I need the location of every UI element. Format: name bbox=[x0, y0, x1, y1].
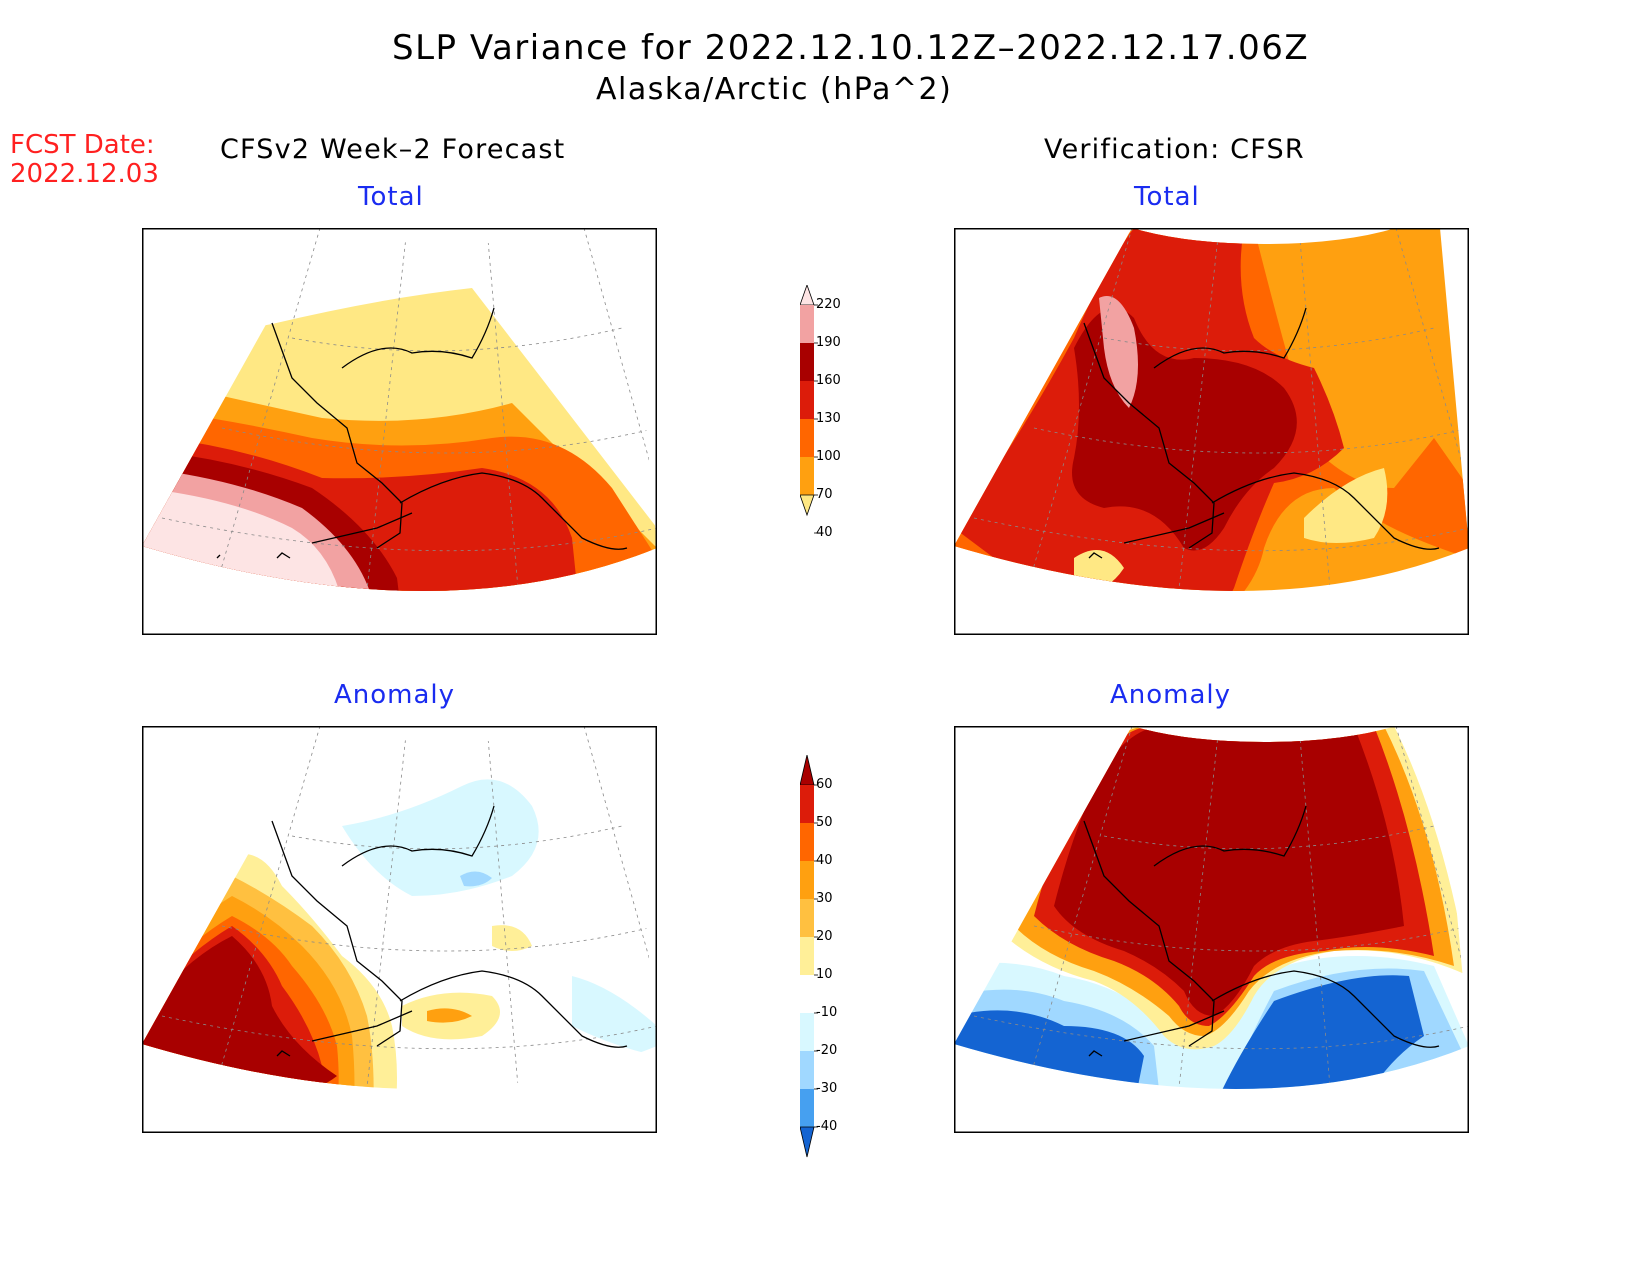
total-colorbar: 220 190 160 130 100 70 40 bbox=[790, 285, 860, 610]
total-colorbar-label: 100 bbox=[816, 449, 841, 464]
forecast-anomaly-coastline bbox=[271, 805, 628, 1057]
total-colorbar-label: 130 bbox=[816, 411, 841, 426]
forecast-anomaly-band-30-b bbox=[427, 1008, 472, 1023]
total-colorbar-label: 40 bbox=[816, 525, 833, 540]
anomaly-colorbar-label: -10 bbox=[816, 1005, 838, 1020]
anomaly-colorbar-swatch bbox=[800, 1051, 814, 1089]
anomaly-colorbar-label: 60 bbox=[816, 777, 833, 792]
anomaly-colorbar-label: -30 bbox=[816, 1081, 838, 1096]
anomaly-colorbar-swatch bbox=[800, 785, 814, 823]
anomaly-colorbar-label: 10 bbox=[816, 967, 833, 982]
forecast-anomaly-heading: Anomaly bbox=[334, 680, 456, 710]
anomaly-colorbar-swatch bbox=[800, 861, 814, 899]
verification-anomaly-band-60 bbox=[1054, 726, 1404, 1016]
forecast-date-label: FCST Date: bbox=[10, 130, 155, 160]
total-colorbar-label: 160 bbox=[816, 373, 841, 388]
anomaly-colorbar-swatch bbox=[800, 899, 814, 937]
forecast-total-coastline bbox=[216, 307, 628, 559]
total-colorbar-swatch bbox=[800, 457, 814, 495]
verification-total-band-190 bbox=[1099, 296, 1138, 408]
verification-column-heading: Verification: CFSR bbox=[1044, 134, 1305, 165]
verification-anomaly-graticule bbox=[973, 726, 1469, 1090]
anomaly-colorbar-bottom-extension bbox=[800, 1126, 815, 1158]
forecast-date-value: 2022.12.03 bbox=[10, 159, 159, 189]
anomaly-colorbar-label: 50 bbox=[816, 815, 833, 830]
verification-total-map bbox=[954, 228, 1469, 635]
verification-anomaly-map bbox=[954, 726, 1469, 1133]
total-colorbar-swatch bbox=[800, 305, 814, 343]
verification-anomaly-band-neg40-b bbox=[1204, 975, 1424, 1090]
figure-title: SLP Variance for 2022.12.10.12Z–2022.12.… bbox=[392, 28, 1310, 68]
total-colorbar-label: 220 bbox=[816, 297, 841, 312]
anomaly-colorbar-label: -20 bbox=[816, 1043, 838, 1058]
total-colorbar-swatch bbox=[800, 343, 814, 381]
anomaly-colorbar-label: 30 bbox=[816, 891, 833, 906]
verification-anomaly-heading: Anomaly bbox=[1110, 680, 1232, 710]
anomaly-colorbar-top-extension bbox=[800, 755, 815, 786]
anomaly-colorbar-swatch bbox=[800, 1089, 814, 1127]
total-colorbar-swatch bbox=[800, 419, 814, 457]
figure-subtitle: Alaska/Arctic (hPa^2) bbox=[596, 72, 953, 107]
forecast-total-graticule bbox=[161, 228, 657, 592]
anomaly-colorbar-label: 20 bbox=[816, 929, 833, 944]
anomaly-colorbar-swatch bbox=[800, 1013, 814, 1051]
forecast-anomaly-map bbox=[142, 726, 657, 1133]
forecast-anomaly-band-neg20 bbox=[460, 871, 492, 887]
total-colorbar-top-extension bbox=[800, 285, 815, 306]
forecast-total-heading: Total bbox=[358, 182, 424, 212]
verification-total-graticule bbox=[973, 228, 1469, 592]
verification-anomaly-coastline bbox=[1083, 805, 1440, 1057]
forecast-total-band-max bbox=[142, 488, 347, 592]
anomaly-colorbar-swatch bbox=[800, 937, 814, 975]
anomaly-colorbar-label: -40 bbox=[816, 1119, 838, 1134]
total-colorbar-label: 190 bbox=[816, 335, 841, 350]
anomaly-colorbar-swatch bbox=[800, 823, 814, 861]
verification-total-band-low bbox=[1304, 468, 1388, 543]
forecast-anomaly-band-10-c bbox=[492, 925, 532, 951]
total-colorbar-label: 70 bbox=[816, 487, 833, 502]
total-colorbar-swatch bbox=[800, 381, 814, 419]
anomaly-colorbar: 60 50 40 30 20 10 -10 -20 -30 -40 bbox=[790, 755, 860, 1195]
anomaly-colorbar-label: 40 bbox=[816, 853, 833, 868]
forecast-total-map bbox=[142, 228, 657, 635]
verification-total-heading: Total bbox=[1134, 182, 1200, 212]
anomaly-colorbar-swatch bbox=[800, 975, 814, 1013]
forecast-anomaly-graticule bbox=[161, 726, 657, 1090]
forecast-anomaly-band-neg10-b bbox=[572, 976, 657, 1056]
forecast-column-heading: CFSv2 Week–2 Forecast bbox=[220, 134, 566, 165]
total-colorbar-bottom-extension bbox=[800, 494, 815, 517]
verification-total-coastline bbox=[1083, 307, 1440, 559]
